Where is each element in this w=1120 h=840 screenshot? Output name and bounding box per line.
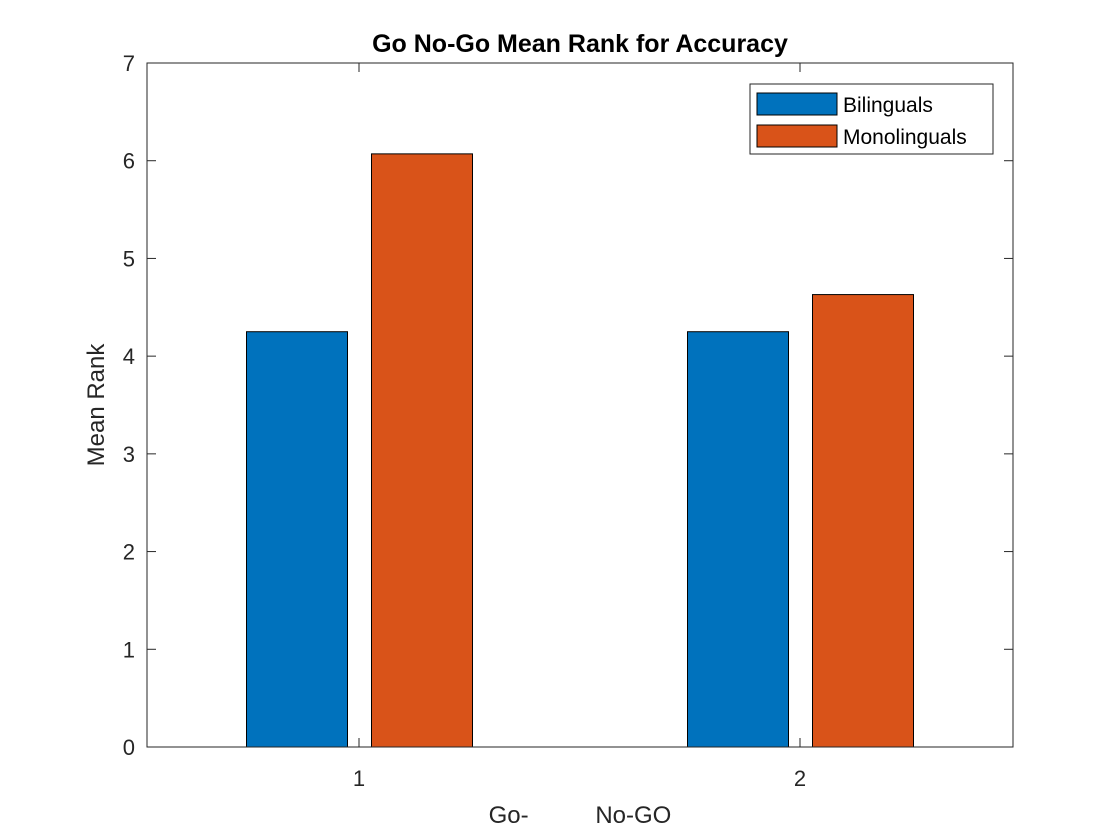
bar-monolinguals-1: [371, 153, 473, 748]
x-tick-label: 2: [794, 766, 806, 791]
y-tick-label: 3: [123, 442, 135, 467]
bars-layer: [246, 153, 914, 748]
y-tick-label: 4: [123, 344, 135, 369]
legend: Bilinguals Monolinguals: [749, 83, 994, 155]
x-axis-label: Go- No-GO: [489, 802, 672, 829]
y-tick-label: 0: [123, 735, 135, 760]
legend-swatch-bilinguals: [756, 92, 838, 116]
bar-bilinguals-2: [687, 331, 789, 748]
legend-swatch-monolinguals: [756, 124, 838, 148]
bar-bilinguals-1: [246, 331, 348, 748]
chart-title: Go No-Go Mean Rank for Accuracy: [372, 30, 788, 58]
y-tick-label: 6: [123, 149, 135, 174]
plot-area-frame: [146, 62, 1014, 748]
y-tick-label: 7: [123, 51, 135, 76]
y-tick-label: 2: [123, 540, 135, 565]
x-tick-label: 1: [353, 766, 365, 791]
y-axis-label: Mean Rank: [83, 343, 110, 467]
legend-label-bilinguals: Bilinguals: [843, 94, 933, 117]
bar-monolinguals-2: [812, 294, 914, 748]
legend-label-monolinguals: Monolinguals: [843, 126, 967, 149]
y-tick-label: 5: [123, 246, 135, 271]
ticks-layer: 0 1 2 3 4 5 6 7 1 2: [123, 51, 1013, 791]
y-tick-label: 1: [123, 637, 135, 662]
